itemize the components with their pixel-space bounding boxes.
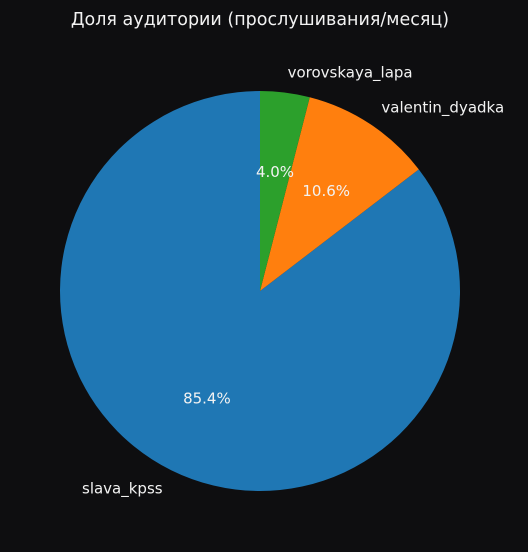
slice-label-valentin-dyadka: valentin_dyadka: [381, 99, 504, 118]
pct-label-valentin-dyadka: 10.6%: [302, 182, 350, 200]
slice-label-slava-kpss: slava_kpss: [82, 479, 163, 498]
pct-label-vorovskaya-lapa: 4.0%: [256, 163, 294, 181]
chart-title: Доля аудитории (прослушивания/месяц): [71, 10, 449, 30]
pie-labels: 85.4% slava_kpss 10.6% valentin_dyadka 4.0% v…: [82, 64, 504, 499]
slice-label-vorovskaya-lapa: vorovskaya_lapa: [288, 64, 413, 83]
pie-slices: [60, 91, 461, 492]
pie-slice-slava-kpss: [60, 91, 461, 492]
pie-slice-vorovskaya-lapa: [260, 91, 310, 291]
pie-slice-valentin-dyadka: [260, 97, 419, 291]
pct-label-slava-kpss: 85.4%: [183, 390, 231, 408]
